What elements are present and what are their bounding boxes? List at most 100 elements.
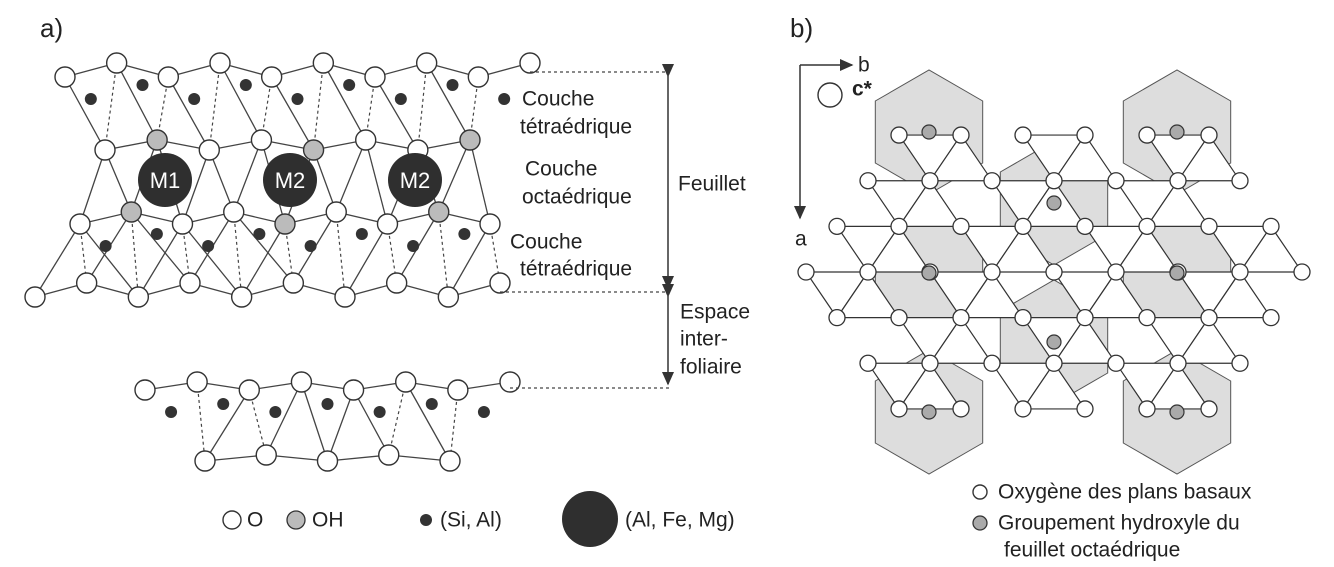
- tetrahedron: [1238, 225, 1304, 273]
- oxygen: [437, 286, 460, 308]
- oxygen: [489, 272, 511, 294]
- bond: [388, 381, 407, 456]
- bond: [204, 389, 250, 462]
- oxygen: [890, 126, 908, 144]
- oxygen: [376, 213, 399, 235]
- oxygen: [797, 263, 815, 281]
- oxygen: [255, 444, 277, 466]
- bond: [137, 223, 184, 298]
- oxygen: [859, 172, 877, 190]
- oxygen: [1200, 126, 1218, 144]
- cation: [498, 93, 511, 105]
- bond: [300, 381, 329, 462]
- hydroxyl: [1046, 195, 1062, 211]
- axis-label: c*: [852, 78, 873, 101]
- bond: [271, 76, 315, 151]
- cation: [373, 406, 386, 418]
- bond: [79, 223, 139, 298]
- octahedral-site: [263, 153, 317, 207]
- oxygen: [364, 66, 386, 88]
- oxygen: [519, 52, 541, 74]
- hydroxyl: [1169, 404, 1185, 420]
- axis-label: a: [795, 228, 807, 251]
- oxygen: [316, 450, 339, 472]
- oxygen: [194, 450, 216, 472]
- oxygen: [952, 308, 970, 327]
- oxygen: [1014, 126, 1032, 144]
- bond: [344, 223, 389, 298]
- site-label: M2: [275, 168, 306, 193]
- tetrahedron: [866, 225, 932, 273]
- bond: [265, 381, 303, 456]
- oxygen: [1076, 217, 1094, 236]
- oxygen: [983, 263, 1001, 281]
- oxygen: [1076, 308, 1094, 327]
- panel-label: a): [40, 13, 63, 43]
- hydroxyl: [1169, 124, 1185, 140]
- oxygen: [127, 286, 150, 308]
- oxygen: [1169, 172, 1187, 190]
- tetrahedron: [1176, 134, 1242, 182]
- hydroxyl: [274, 213, 296, 235]
- hydroxyl: [1046, 334, 1062, 350]
- oxygen: [859, 263, 877, 281]
- bond: [34, 223, 81, 298]
- tetrahedron: [959, 270, 1025, 319]
- bond: [352, 389, 390, 456]
- legend-icon: [222, 510, 242, 530]
- bond: [208, 149, 235, 213]
- cation: [84, 93, 97, 105]
- hydroxyl: [921, 404, 937, 420]
- oxygen: [859, 354, 877, 372]
- oxygen: [952, 126, 970, 144]
- layer-label: Couche: [510, 231, 582, 254]
- cation: [217, 398, 230, 410]
- oxygen: [290, 371, 313, 393]
- bond: [417, 62, 428, 151]
- oxygen: [983, 354, 1001, 372]
- axis-label: b: [858, 54, 870, 77]
- legend-icon: [420, 514, 432, 526]
- oxygen: [198, 139, 220, 161]
- tetrahedron: [835, 270, 901, 319]
- bond: [64, 76, 106, 151]
- oxygen: [24, 286, 46, 308]
- oxygen: [1138, 126, 1156, 144]
- oxygen: [1231, 354, 1249, 372]
- cation: [239, 79, 252, 91]
- bond: [104, 149, 132, 213]
- bond: [426, 62, 471, 141]
- bond: [130, 211, 139, 298]
- bond: [449, 389, 459, 462]
- bond: [167, 76, 210, 151]
- oxygen: [157, 66, 180, 88]
- panel-label: b): [790, 13, 813, 43]
- oxygen: [230, 286, 253, 308]
- tetrahedron: [1145, 179, 1211, 227]
- cation: [343, 79, 356, 91]
- oxygen: [179, 272, 201, 294]
- bond: [447, 223, 491, 298]
- bond: [326, 389, 355, 462]
- oxygen: [54, 66, 76, 88]
- site-label: M2: [400, 168, 431, 193]
- legend-icon: [286, 510, 306, 530]
- cation: [202, 240, 215, 252]
- oxygen: [282, 272, 305, 294]
- oxygen: [355, 129, 377, 151]
- layer-label: tétraédrique: [520, 116, 632, 139]
- bond: [335, 211, 346, 298]
- legend-label: O: [247, 509, 263, 532]
- bond: [241, 223, 286, 298]
- oxygen: [952, 217, 970, 236]
- oxygen: [334, 286, 356, 308]
- oxygen: [1076, 400, 1094, 418]
- hydroxyl: [921, 124, 937, 140]
- hydroxyl: [146, 129, 168, 151]
- bond: [156, 76, 169, 141]
- tetrahedron: [1052, 134, 1118, 182]
- bond: [312, 149, 337, 213]
- oxygen: [1262, 217, 1280, 236]
- bond: [365, 76, 376, 141]
- oxygen: [385, 272, 408, 294]
